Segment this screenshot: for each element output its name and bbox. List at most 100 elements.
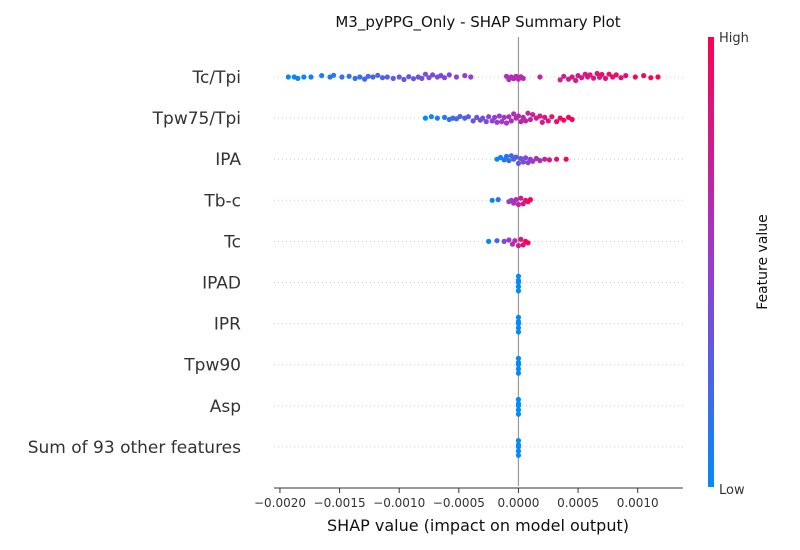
x-tick-label: −0.0010 — [373, 496, 425, 510]
colorbar-low-label: Low — [719, 483, 745, 498]
shap-point — [530, 158, 536, 164]
shap-point — [470, 118, 476, 124]
shap-point — [515, 277, 522, 283]
shap-point — [539, 119, 545, 125]
shap-point — [623, 73, 629, 79]
shap-point — [515, 160, 522, 166]
feature-label: Tc/Tpi — [192, 68, 241, 88]
shap-point — [285, 74, 291, 80]
feature-label: Tpw90 — [183, 356, 241, 376]
shap-point — [546, 157, 553, 163]
shap-point — [494, 238, 500, 244]
shap-point — [506, 158, 512, 164]
shap-point — [365, 73, 371, 79]
x-tick-label: −0.0020 — [254, 496, 306, 510]
shap-point — [527, 116, 533, 123]
feature-label: IPA — [215, 150, 241, 170]
shap-point — [537, 158, 543, 164]
shap-point — [515, 201, 522, 208]
x-tick-label: −0.0005 — [433, 496, 485, 510]
chart-title: M3_pyPPG_Only - SHAP Summary Plot — [335, 13, 620, 32]
shap-point — [557, 77, 563, 83]
shap-point — [613, 72, 619, 78]
shap-point — [511, 111, 517, 117]
shap-point — [515, 273, 522, 279]
shap-point — [480, 115, 486, 121]
shap-point — [515, 411, 522, 417]
shap-point — [542, 156, 548, 162]
shap-point — [301, 74, 307, 80]
shap-point — [508, 118, 514, 124]
shap-point — [515, 329, 522, 335]
shap-point — [429, 72, 436, 78]
feature-label: IPR — [214, 315, 241, 335]
shap-point — [632, 74, 638, 80]
shap-point — [501, 238, 507, 244]
shap-point — [515, 355, 522, 361]
shap-point — [520, 159, 526, 165]
shap-point — [579, 75, 585, 81]
shap-point — [375, 72, 381, 78]
shap-point — [346, 73, 352, 79]
shap-point — [587, 72, 593, 78]
shap-point — [549, 114, 555, 120]
shap-point — [379, 75, 386, 81]
shap-point — [506, 237, 512, 243]
shap-point — [525, 110, 531, 116]
shap-point — [489, 197, 495, 203]
shap-point — [434, 115, 440, 121]
feature-label: Sum of 93 other features — [28, 438, 241, 458]
shap-point — [648, 75, 654, 81]
shap-point — [390, 75, 396, 81]
shap-point — [462, 73, 468, 79]
shap-point — [606, 71, 612, 77]
shap-point — [518, 195, 524, 201]
shap-point — [426, 75, 432, 81]
shap-point — [468, 74, 474, 80]
shap-point — [515, 401, 522, 407]
x-tick-label: 0.0005 — [557, 496, 599, 510]
x-tick-label: 0.0010 — [617, 496, 659, 510]
shap-point — [503, 120, 510, 126]
shap-point — [515, 396, 522, 403]
shap-point — [537, 113, 543, 119]
shap-point — [512, 238, 518, 244]
colorbar — [708, 37, 714, 487]
shap-point — [515, 113, 522, 119]
shap-point — [428, 114, 434, 120]
shap-point — [569, 74, 575, 80]
shap-point — [457, 113, 463, 120]
shap-point — [518, 119, 524, 125]
shap-point — [542, 114, 548, 120]
shap-point — [515, 366, 522, 372]
feature-label: Tb-c — [203, 191, 241, 211]
shap-point — [554, 119, 560, 125]
x-axis-title: SHAP value (impact on model output) — [327, 516, 629, 535]
feature-label: Tc — [223, 232, 241, 252]
shap-point — [641, 73, 647, 79]
shap-point — [384, 74, 390, 80]
shap-point — [515, 370, 522, 376]
shap-point — [295, 75, 301, 81]
x-tick-label: −0.0015 — [314, 496, 366, 510]
shap-point — [594, 70, 600, 77]
shap-point — [501, 114, 507, 120]
feature-label: Asp — [210, 397, 241, 417]
x-axis: −0.0020 −0.0015 −0.0010 −0.0005 0.0000 0.0005… — [254, 487, 683, 510]
shap-point — [523, 155, 529, 161]
shap-point — [486, 238, 492, 244]
shap-point — [520, 75, 526, 81]
shap-point — [422, 115, 429, 121]
shap-point — [561, 117, 567, 123]
shap-point — [352, 75, 358, 81]
shap-point — [515, 284, 522, 290]
shap-point — [357, 74, 363, 80]
shap-point — [401, 76, 407, 83]
shap-point — [499, 119, 505, 125]
shap-point — [573, 77, 579, 84]
shap-point — [465, 114, 471, 120]
shap-point — [523, 118, 529, 124]
shap-point — [515, 314, 522, 320]
shap-point — [513, 154, 519, 160]
shap-point — [483, 119, 489, 125]
